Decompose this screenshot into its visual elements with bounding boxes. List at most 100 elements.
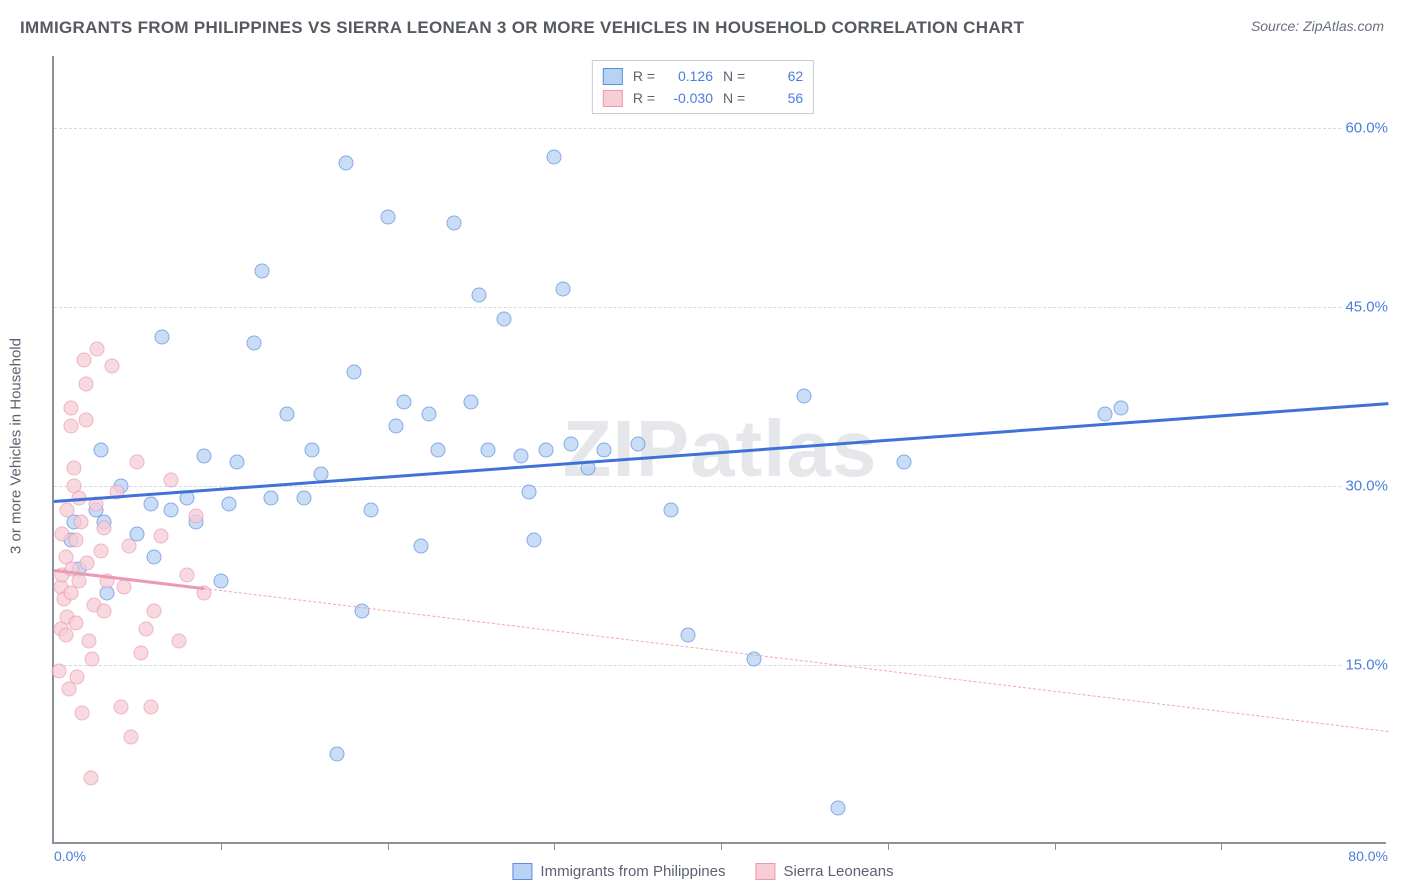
scatter-point [480,443,495,458]
scatter-point [68,616,83,631]
scatter-point [143,699,158,714]
legend-stats-row: R = -0.030 N = 56 [603,87,803,109]
scatter-point [78,413,93,428]
chart-plot-area: ZIPatlas 15.0%30.0%45.0%60.0%0.0%80.0% [52,56,1386,844]
scatter-point [147,604,162,619]
x-max-label: 80.0% [1348,848,1388,864]
scatter-point [113,699,128,714]
scatter-point [163,472,178,487]
scatter-point [1097,407,1112,422]
scatter-point [347,365,362,380]
scatter-point [117,580,132,595]
x-tick [388,842,389,850]
legend-stats-row: R = 0.126 N = 62 [603,65,803,87]
scatter-point [155,329,170,344]
scatter-point [413,538,428,553]
scatter-point [75,705,90,720]
scatter-point [430,443,445,458]
scatter-point [397,395,412,410]
scatter-point [67,460,82,475]
x-tick [554,842,555,850]
scatter-point [60,502,75,517]
scatter-point [1114,401,1129,416]
scatter-point [422,407,437,422]
scatter-point [513,448,528,463]
gridline-h [54,665,1386,666]
scatter-point [93,443,108,458]
legend-swatch-pink [603,90,623,107]
legend-item: Immigrants from Philippines [512,863,725,880]
legend-n-value: 56 [753,90,803,106]
legend-series-label: Immigrants from Philippines [540,863,725,880]
scatter-point [247,335,262,350]
scatter-point [83,771,98,786]
scatter-point [122,538,137,553]
scatter-point [447,216,462,231]
scatter-point [153,528,168,543]
scatter-point [197,448,212,463]
scatter-point [305,443,320,458]
scatter-point [68,532,83,547]
scatter-point [180,568,195,583]
scatter-point [70,669,85,684]
scatter-point [380,210,395,225]
x-min-label: 0.0% [54,848,86,864]
scatter-point [188,508,203,523]
scatter-point [123,729,138,744]
scatter-point [472,287,487,302]
scatter-point [105,359,120,374]
gridline-h [54,128,1386,129]
scatter-point [797,389,812,404]
scatter-point [52,663,67,678]
scatter-point [230,454,245,469]
scatter-point [630,437,645,452]
x-tick [721,842,722,850]
scatter-point [138,622,153,637]
scatter-point [463,395,478,410]
scatter-point [130,454,145,469]
scatter-point [497,311,512,326]
scatter-point [93,544,108,559]
y-tick-label: 15.0% [1341,656,1388,673]
scatter-point [388,419,403,434]
legend-series-label: Sierra Leoneans [783,863,893,880]
legend-series: Immigrants from Philippines Sierra Leone… [512,863,893,880]
legend-n-label: N = [723,68,745,84]
scatter-point [663,502,678,517]
scatter-point [58,628,73,643]
legend-r-value: 0.126 [663,68,713,84]
y-tick-label: 60.0% [1341,119,1388,136]
scatter-point [147,550,162,565]
scatter-point [830,801,845,816]
scatter-point [522,484,537,499]
scatter-point [555,281,570,296]
legend-r-label: R = [633,90,655,106]
y-tick-label: 30.0% [1341,477,1388,494]
scatter-point [538,443,553,458]
scatter-point [563,437,578,452]
scatter-point [73,514,88,529]
scatter-point [77,353,92,368]
scatter-point [82,634,97,649]
scatter-point [338,156,353,171]
scatter-point [90,341,105,356]
scatter-point [163,502,178,517]
scatter-point [172,634,187,649]
legend-r-label: R = [633,68,655,84]
scatter-point [97,520,112,535]
scatter-point [330,747,345,762]
scatter-point [363,502,378,517]
scatter-point [133,645,148,660]
x-tick [888,842,889,850]
scatter-point [897,454,912,469]
trend-line-blue [54,402,1388,503]
trend-line-pink-dashed [204,588,1388,732]
chart-title: IMMIGRANTS FROM PHILIPPINES VS SIERRA LE… [20,18,1024,38]
scatter-point [97,604,112,619]
legend-n-value: 62 [753,68,803,84]
scatter-point [72,574,87,589]
scatter-point [85,651,100,666]
gridline-h [54,307,1386,308]
legend-swatch-blue [512,863,532,880]
scatter-point [213,574,228,589]
